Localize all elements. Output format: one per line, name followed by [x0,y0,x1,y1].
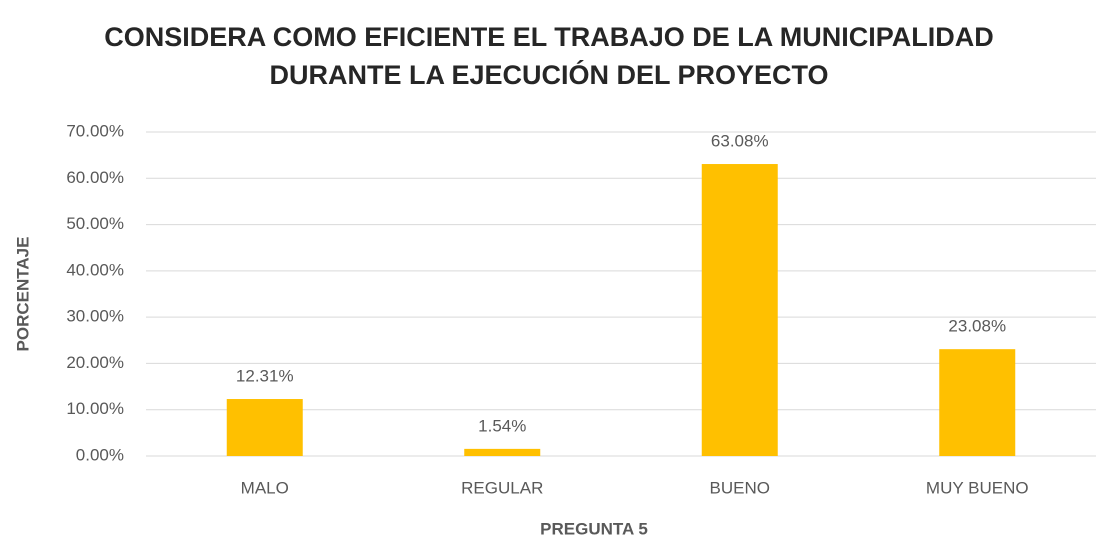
x-axis-label: PREGUNTA 5 [540,519,648,538]
data-label: 1.54% [478,416,526,435]
y-tick-label: 50.00% [66,214,124,233]
y-axis-label: PORCENTAJE [13,237,32,352]
y-tick-label: 30.00% [66,307,124,326]
x-tick-label: MALO [241,478,289,497]
bar [939,349,1016,456]
y-tick-label: 40.00% [66,260,124,279]
y-tick-label: 20.00% [66,353,124,372]
bar [464,448,541,456]
y-tick-label: 10.00% [66,399,124,418]
x-tick-label: BUENO [710,478,770,497]
y-tick-label: 70.00% [66,121,124,140]
bar [701,164,778,456]
data-label: 12.31% [236,367,294,386]
chart-title: CONSIDERA COMO EFICIENTE EL TRABAJO DE L… [104,22,994,90]
y-tick-label: 0.00% [76,445,124,464]
x-tick-label: REGULAR [461,478,543,497]
data-label: 63.08% [711,132,769,151]
x-tick-label: MUY BUENO [926,478,1029,497]
y-tick-label: 60.00% [66,168,124,187]
bar [226,399,303,456]
data-label: 23.08% [948,317,1006,336]
